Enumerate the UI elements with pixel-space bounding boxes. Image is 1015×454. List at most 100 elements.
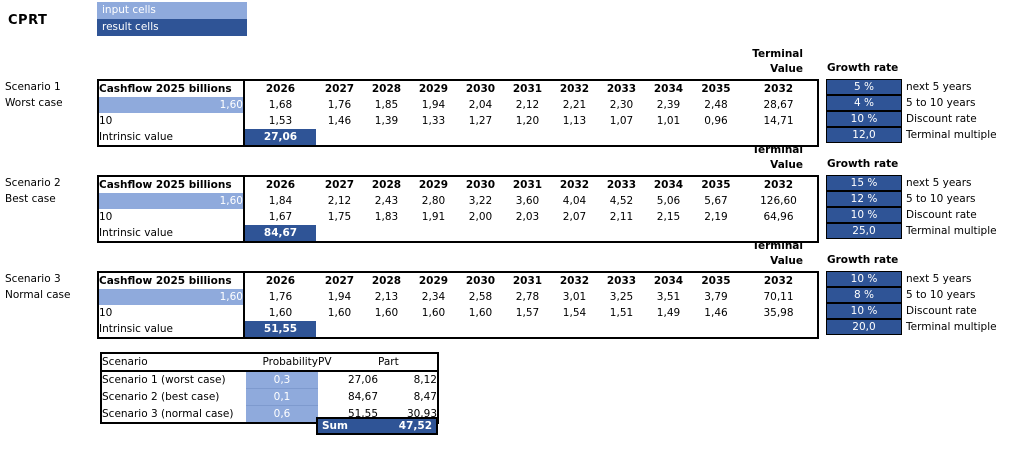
- year-header-cell: 2032: [559, 83, 590, 95]
- empty-cell: [740, 321, 818, 338]
- year-header-cell: 2035: [701, 179, 731, 191]
- terminal-value-line2: Value: [770, 63, 803, 75]
- empty-cell: [692, 321, 740, 338]
- growth-value-cell: 2,12: [327, 195, 352, 207]
- base-cashflow-input-cell[interactable]: 1,60: [98, 289, 245, 305]
- probability-input-cell[interactable]: 0,3: [246, 371, 318, 389]
- discounted-value-cell: 1,83: [374, 211, 399, 223]
- base-cashflow-input-cell[interactable]: 1,60: [98, 193, 245, 209]
- discounted-value-cell: 0,96: [704, 115, 728, 127]
- rate-label: Discount rate: [906, 305, 977, 317]
- empty-cell: [504, 321, 551, 338]
- growth-rate-cells: 10 % 8 % 10 % 20,0: [826, 271, 902, 335]
- table-title-cell: Cashflow 2025 billions: [98, 272, 245, 289]
- base-cashflow-input-cell[interactable]: 1,60: [98, 97, 245, 113]
- discounted-value-cell: 2,07: [562, 211, 587, 223]
- rate-input-cell[interactable]: 15 %: [826, 175, 902, 191]
- rate-label: 5 to 10 years: [906, 193, 976, 205]
- legend-result-swatch: result cells: [97, 19, 247, 36]
- discounted-value-cell: 2,19: [704, 211, 728, 223]
- growth-value-cell: 1,76: [268, 291, 293, 303]
- sum-row: Sum 47,52: [316, 417, 438, 435]
- pv-value-cell: 51,55: [347, 407, 378, 420]
- discounted-value-cell: 1,51: [609, 307, 634, 319]
- probability-input-cell[interactable]: 0,1: [246, 388, 318, 406]
- terminal-growth-cell: 28,67: [763, 99, 794, 111]
- rate-input-cell[interactable]: 25,0: [826, 223, 902, 239]
- scenario-case: Normal case: [5, 289, 71, 301]
- rate-label: next 5 years: [906, 177, 972, 189]
- cashflow-table: Cashflow 2025 billions 2026 2027 2028 2029 2…: [97, 175, 819, 243]
- year-header-cell: 2029: [418, 275, 449, 287]
- discount-years-cell: 10: [98, 305, 245, 321]
- terminal-value-line1: Terminal: [752, 240, 803, 252]
- discounted-value-cell: 1,60: [468, 307, 493, 319]
- year-header-cell: 2032: [559, 179, 590, 191]
- discounted-value-cell: 2,00: [468, 211, 493, 223]
- scenario-block: Scenario 1 Worst case Terminal Value Gro…: [0, 46, 1015, 147]
- summary-row: Scenario 1 (worst case) 0,3 27,06 8,12: [101, 371, 438, 389]
- growth-value-cell: 1,84: [268, 195, 293, 207]
- rate-input-cell[interactable]: 12 %: [826, 191, 902, 207]
- rate-input-cell[interactable]: 20,0: [826, 319, 902, 335]
- growth-value-cell: 2,78: [515, 291, 540, 303]
- rate-input-cell[interactable]: 10 %: [826, 303, 902, 319]
- discounted-value-cell: 1,46: [327, 115, 352, 127]
- scenario-name: Scenario 1: [5, 81, 61, 93]
- scenario-label-cell: Scenario 1 (worst case): [102, 374, 226, 387]
- growth-value-cell: 3,79: [704, 291, 728, 303]
- part-value-cell: 8,47: [413, 391, 437, 403]
- intrinsic-value-cell: 84,67: [244, 225, 316, 242]
- growth-value-cell: 2,30: [609, 99, 634, 111]
- rate-input-cell[interactable]: 12,0: [826, 127, 902, 143]
- discounted-value-cell: 1,60: [374, 307, 399, 319]
- discounted-value-cell: 2,15: [656, 211, 681, 223]
- empty-cell: [551, 321, 598, 338]
- growth-value-cell: 2,04: [468, 99, 493, 111]
- rate-label: 5 to 10 years: [906, 97, 976, 109]
- terminal-year-cell: 2032: [763, 275, 794, 287]
- rate-input-cell[interactable]: 10 %: [826, 271, 902, 287]
- year-header-cell: 2027: [324, 275, 355, 287]
- growth-value-cell: 2,48: [704, 99, 728, 111]
- discounted-value-cell: 2,11: [609, 211, 634, 223]
- growth-value-cell: 3,01: [562, 291, 587, 303]
- rate-label: Terminal multiple: [906, 129, 997, 141]
- rate-label: Terminal multiple: [906, 225, 997, 237]
- discounted-value-cell: 1,60: [421, 307, 446, 319]
- growth-value-cell: 1,85: [374, 99, 399, 111]
- growth-value-cell: 5,06: [656, 195, 681, 207]
- summary-table: Scenario Probability PV Part Scenario 1 …: [100, 352, 439, 424]
- discounted-value-cell: 1,39: [374, 115, 399, 127]
- rate-label: next 5 years: [906, 273, 972, 285]
- rate-labels: next 5 years 5 to 10 years Discount rate…: [906, 79, 997, 143]
- growth-value-cell: 2,34: [421, 291, 446, 303]
- part-value-cell: 8,12: [413, 374, 437, 387]
- discounted-value-cell: 1,60: [327, 307, 352, 319]
- discounted-value-cell: 1,07: [609, 115, 634, 127]
- year-header-cell: 2034: [653, 179, 684, 191]
- terminal-discounted-cell: 64,96: [763, 211, 794, 223]
- growth-value-cell: 3,22: [468, 195, 493, 207]
- growth-value-cell: 3,51: [656, 291, 681, 303]
- rate-label: Discount rate: [906, 209, 977, 221]
- scenario-label-cell: Scenario 3 (normal case): [102, 407, 234, 420]
- year-header-cell: 2035: [701, 275, 731, 287]
- rate-input-cell[interactable]: 8 %: [826, 287, 902, 303]
- discounted-value-cell: 1,33: [421, 115, 446, 127]
- terminal-value-line1: Terminal: [752, 48, 803, 60]
- rate-input-cell[interactable]: 5 %: [826, 79, 902, 95]
- empty-cell: [410, 321, 457, 338]
- empty-cell: [363, 321, 410, 338]
- rate-input-cell[interactable]: 10 %: [826, 207, 902, 223]
- scenario-label-cell: Scenario 2 (best case): [102, 391, 220, 403]
- rate-label: 5 to 10 years: [906, 289, 976, 301]
- intrinsic-label-cell: Intrinsic value: [98, 129, 245, 146]
- probability-input-cell[interactable]: 0,6: [246, 405, 318, 423]
- year-header-cell: 2026: [265, 83, 296, 95]
- discounted-value-cell: 1,01: [656, 115, 681, 127]
- rate-input-cell[interactable]: 10 %: [826, 111, 902, 127]
- rate-input-cell[interactable]: 4 %: [826, 95, 902, 111]
- scenario-name: Scenario 3: [5, 273, 61, 285]
